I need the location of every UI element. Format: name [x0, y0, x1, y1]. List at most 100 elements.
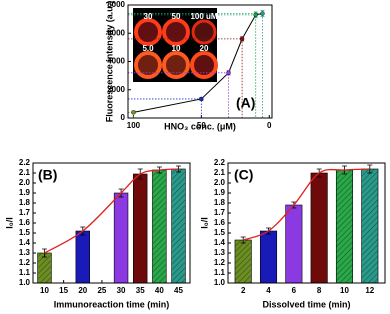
- x-tick-label: 35: [136, 286, 145, 295]
- plot-frame: [127, 4, 273, 119]
- inset-label: 10: [172, 44, 181, 53]
- bar: [285, 204, 303, 284]
- x-tick-label: 2: [241, 286, 246, 295]
- inset-ring: [134, 18, 162, 46]
- inset-image: [133, 8, 218, 82]
- y-tick-label: 8000: [107, 0, 125, 9]
- y-tick-label: 1.0: [19, 278, 31, 287]
- x-tick-label: 100: [127, 121, 141, 130]
- y-tick-label: 2.1: [214, 168, 226, 177]
- bar: [75, 230, 90, 284]
- panel-label: (A): [236, 95, 255, 111]
- bar-hatch: [336, 170, 353, 283]
- inset-ring: [134, 51, 162, 79]
- bar-hatch: [171, 169, 186, 283]
- bar: [113, 192, 129, 284]
- y-tick-label: 4000: [107, 57, 125, 66]
- bar-hatch: [37, 253, 52, 283]
- x-tick-label: 10: [340, 286, 349, 295]
- y-tick-label: 2000: [107, 85, 125, 94]
- x-tick-label: 8: [317, 286, 322, 295]
- data-point: [260, 11, 265, 16]
- y-tick-label: 1.0: [214, 278, 226, 287]
- drop-line: [128, 111, 134, 118]
- x-tick-label: 50: [197, 121, 206, 130]
- y-tick-label: 1.8: [214, 198, 226, 207]
- x-tick-label: 6: [292, 286, 297, 295]
- y-tick-label: 1.2: [19, 258, 31, 267]
- inset-label: 100 uM: [190, 12, 217, 21]
- x-axis-title: Dissolved time (min): [262, 299, 350, 309]
- x-tick-label: 0: [267, 121, 272, 130]
- inset-ring: [162, 51, 190, 79]
- x-tick-label: 45: [174, 286, 183, 295]
- panel-label: (B): [38, 167, 57, 183]
- y-tick-label: 6000: [107, 28, 125, 37]
- inset-label: 30: [144, 12, 153, 21]
- x-tick-label: 30: [117, 286, 126, 295]
- x-axis-title: Immunoreaction time (min): [54, 299, 170, 309]
- drop-line: [128, 98, 202, 118]
- y-tick-label: 1.1: [214, 268, 226, 277]
- y-axis-title: I₀/I: [199, 217, 209, 229]
- data-point: [131, 110, 136, 115]
- bar-hatch: [234, 240, 252, 283]
- drop-line: [128, 14, 257, 118]
- inset-ring: [190, 51, 218, 79]
- inset-label: 20: [200, 44, 209, 53]
- bar: [259, 230, 278, 284]
- x-tick-label: 4: [266, 286, 271, 295]
- error-bar: [41, 248, 47, 258]
- y-tick-label: 1.3: [214, 248, 226, 257]
- y-tick-label: 2.2: [19, 158, 31, 167]
- y-tick-label: 2.0: [19, 178, 31, 187]
- x-tick-label: 12: [365, 286, 374, 295]
- y-tick-label: 1.7: [19, 208, 31, 217]
- drop-line: [128, 13, 263, 118]
- y-tick-label: 1.4: [214, 238, 226, 247]
- y-tick-label: 2.0: [214, 178, 226, 187]
- y-tick-label: 1.4: [19, 238, 31, 247]
- panel-label: (C): [234, 167, 253, 183]
- x-tick-label: 25: [97, 286, 106, 295]
- x-axis-title: HNO₃ conc. (μM): [164, 121, 236, 131]
- inset-label: 50: [172, 12, 181, 21]
- data-point: [239, 36, 245, 42]
- y-tick-label: 1.5: [214, 228, 226, 237]
- y-tick-label: 1.2: [214, 258, 226, 267]
- x-tick-label: 10: [40, 286, 49, 295]
- plot-frame: [32, 162, 191, 284]
- y-tick-label: 1.6: [214, 218, 226, 227]
- y-tick-label: 1.9: [19, 188, 31, 197]
- x-tick-label: 20: [78, 286, 87, 295]
- data-point: [199, 96, 204, 102]
- y-tick-label: 2.2: [214, 158, 226, 167]
- y-tick-label: 0: [121, 113, 126, 122]
- y-tick-label: 1.8: [19, 198, 31, 207]
- bar-hatch: [152, 170, 167, 283]
- y-tick-label: 1.6: [19, 218, 31, 227]
- data-point: [226, 70, 231, 76]
- bar: [310, 172, 328, 284]
- y-tick-label: 1.7: [214, 208, 226, 217]
- y-tick-label: 2.1: [19, 168, 31, 177]
- inset-ring: [191, 19, 217, 45]
- fit-curve: [44, 168, 179, 254]
- y-axis-title: I₀/I: [4, 217, 14, 229]
- bar-hatch: [361, 169, 379, 283]
- bar: [133, 173, 148, 284]
- y-tick-label: 1.5: [19, 228, 31, 237]
- inset-ring: [162, 18, 190, 46]
- x-tick-label: 40: [155, 286, 164, 295]
- drop-line: [128, 72, 229, 118]
- data-point: [253, 12, 258, 18]
- fit-curve: [242, 168, 370, 241]
- y-tick-label: 1.3: [19, 248, 31, 257]
- inset-label: 5.0: [142, 44, 154, 53]
- y-axis-title: Fluorescence intensity (a.u.): [104, 1, 114, 123]
- y-tick-label: 1.1: [19, 268, 31, 277]
- plot-frame: [227, 162, 386, 284]
- x-tick-label: 15: [59, 286, 68, 295]
- y-tick-label: 1.9: [214, 188, 226, 197]
